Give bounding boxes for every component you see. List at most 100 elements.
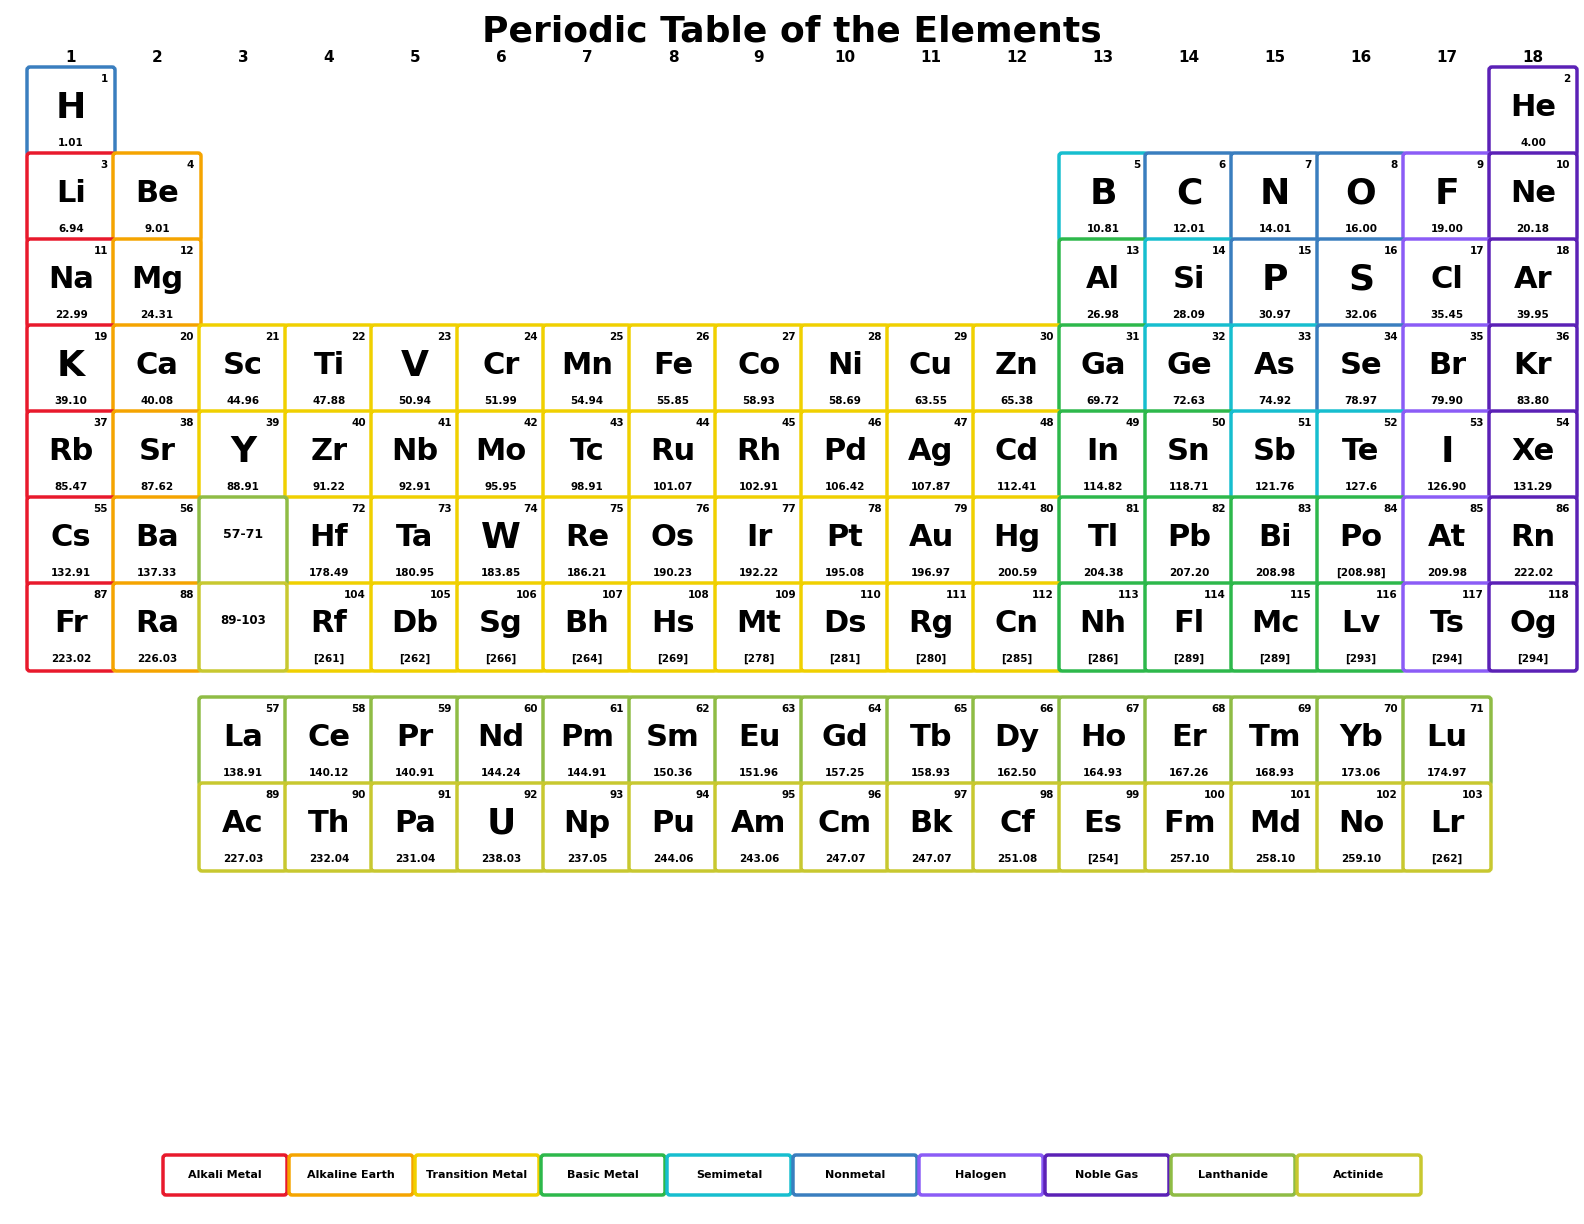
- Text: 65.38: 65.38: [1001, 397, 1033, 406]
- FancyBboxPatch shape: [371, 696, 459, 785]
- Text: C: C: [1175, 177, 1202, 211]
- FancyBboxPatch shape: [629, 783, 718, 871]
- Text: Sm: Sm: [646, 723, 700, 753]
- FancyBboxPatch shape: [887, 497, 976, 585]
- Text: Ne: Ne: [1510, 180, 1555, 208]
- Text: 9: 9: [1476, 160, 1484, 170]
- Text: 75: 75: [610, 504, 624, 514]
- Text: 257.10: 257.10: [1169, 854, 1209, 864]
- Text: Noble Gas: Noble Gas: [1076, 1170, 1139, 1180]
- Text: 48: 48: [1039, 419, 1053, 428]
- Text: 11: 11: [93, 246, 108, 256]
- Text: 132.91: 132.91: [51, 568, 90, 578]
- FancyBboxPatch shape: [288, 1155, 413, 1195]
- Text: 178.49: 178.49: [309, 568, 348, 578]
- FancyBboxPatch shape: [1489, 67, 1578, 155]
- Text: 109: 109: [775, 590, 797, 600]
- Text: 55: 55: [93, 504, 108, 514]
- Text: [294]: [294]: [1517, 654, 1549, 663]
- Text: 244.06: 244.06: [653, 854, 694, 864]
- Text: 6: 6: [496, 50, 507, 66]
- Text: 47: 47: [954, 419, 968, 428]
- FancyBboxPatch shape: [285, 696, 372, 785]
- Text: As: As: [1255, 351, 1296, 381]
- Text: Transition Metal: Transition Metal: [426, 1170, 527, 1180]
- Text: 20.18: 20.18: [1516, 224, 1549, 234]
- FancyBboxPatch shape: [1316, 239, 1405, 327]
- FancyBboxPatch shape: [887, 583, 976, 671]
- Text: P: P: [1262, 263, 1288, 297]
- Text: Basic Metal: Basic Metal: [567, 1170, 638, 1180]
- FancyBboxPatch shape: [629, 497, 718, 585]
- Text: [280]: [280]: [916, 654, 947, 663]
- Text: Re: Re: [565, 524, 610, 552]
- Text: Hs: Hs: [651, 610, 695, 639]
- Text: Actinide: Actinide: [1334, 1170, 1384, 1180]
- Text: 83: 83: [1297, 504, 1312, 514]
- Text: Cs: Cs: [51, 524, 92, 552]
- FancyBboxPatch shape: [714, 583, 803, 671]
- FancyBboxPatch shape: [1403, 583, 1491, 671]
- FancyBboxPatch shape: [1145, 696, 1232, 785]
- Text: 14: 14: [1212, 246, 1226, 256]
- Text: Cm: Cm: [817, 809, 873, 838]
- Text: Kr: Kr: [1514, 351, 1552, 381]
- FancyBboxPatch shape: [887, 326, 976, 412]
- Text: 2: 2: [1563, 73, 1570, 84]
- Text: 43: 43: [610, 419, 624, 428]
- FancyBboxPatch shape: [200, 411, 287, 499]
- Text: Yb: Yb: [1338, 723, 1383, 753]
- Text: 32.06: 32.06: [1345, 310, 1378, 319]
- Text: Rg: Rg: [908, 610, 954, 639]
- Text: Te: Te: [1342, 437, 1380, 466]
- Text: Db: Db: [391, 610, 439, 639]
- Text: 20: 20: [179, 332, 193, 341]
- Text: Sn: Sn: [1167, 437, 1210, 466]
- Text: 101: 101: [1291, 789, 1312, 800]
- Text: 23: 23: [437, 332, 451, 341]
- FancyBboxPatch shape: [285, 783, 372, 871]
- Text: La: La: [223, 723, 263, 753]
- Text: 89: 89: [266, 789, 280, 800]
- Text: 17: 17: [1437, 50, 1457, 66]
- FancyBboxPatch shape: [1231, 153, 1319, 241]
- FancyBboxPatch shape: [1231, 411, 1319, 499]
- FancyBboxPatch shape: [1060, 326, 1147, 412]
- Text: 44: 44: [695, 419, 710, 428]
- Text: 162.50: 162.50: [996, 767, 1038, 778]
- FancyBboxPatch shape: [458, 583, 545, 671]
- FancyBboxPatch shape: [1403, 153, 1491, 241]
- Text: 40: 40: [352, 419, 366, 428]
- Text: Ni: Ni: [827, 351, 863, 381]
- FancyBboxPatch shape: [1060, 411, 1147, 499]
- Text: 80: 80: [1039, 504, 1053, 514]
- Text: 47.88: 47.88: [312, 397, 345, 406]
- Text: 87: 87: [93, 590, 108, 600]
- FancyBboxPatch shape: [1231, 783, 1319, 871]
- FancyBboxPatch shape: [1489, 583, 1578, 671]
- Text: 258.10: 258.10: [1255, 854, 1296, 864]
- Text: Cr: Cr: [482, 351, 520, 381]
- Text: Ce: Ce: [307, 723, 350, 753]
- Text: Lanthanide: Lanthanide: [1198, 1170, 1269, 1180]
- Text: 52: 52: [1383, 419, 1399, 428]
- Text: Mn: Mn: [561, 351, 613, 381]
- Text: Se: Se: [1340, 351, 1383, 381]
- Text: 158.93: 158.93: [911, 767, 950, 778]
- FancyBboxPatch shape: [802, 583, 889, 671]
- Text: 74: 74: [523, 504, 539, 514]
- Text: 4.00: 4.00: [1521, 138, 1546, 148]
- Text: 190.23: 190.23: [653, 568, 694, 578]
- Text: Po: Po: [1340, 524, 1383, 552]
- Text: I: I: [1440, 435, 1454, 469]
- Text: Dy: Dy: [995, 723, 1039, 753]
- Text: 54.94: 54.94: [570, 397, 604, 406]
- Text: Nh: Nh: [1080, 610, 1126, 639]
- Text: Pr: Pr: [396, 723, 434, 753]
- FancyBboxPatch shape: [1489, 411, 1578, 499]
- Text: 19: 19: [93, 332, 108, 341]
- FancyBboxPatch shape: [200, 326, 287, 412]
- Text: 69.72: 69.72: [1087, 397, 1120, 406]
- Text: Am: Am: [732, 809, 787, 838]
- Text: 121.76: 121.76: [1255, 482, 1296, 492]
